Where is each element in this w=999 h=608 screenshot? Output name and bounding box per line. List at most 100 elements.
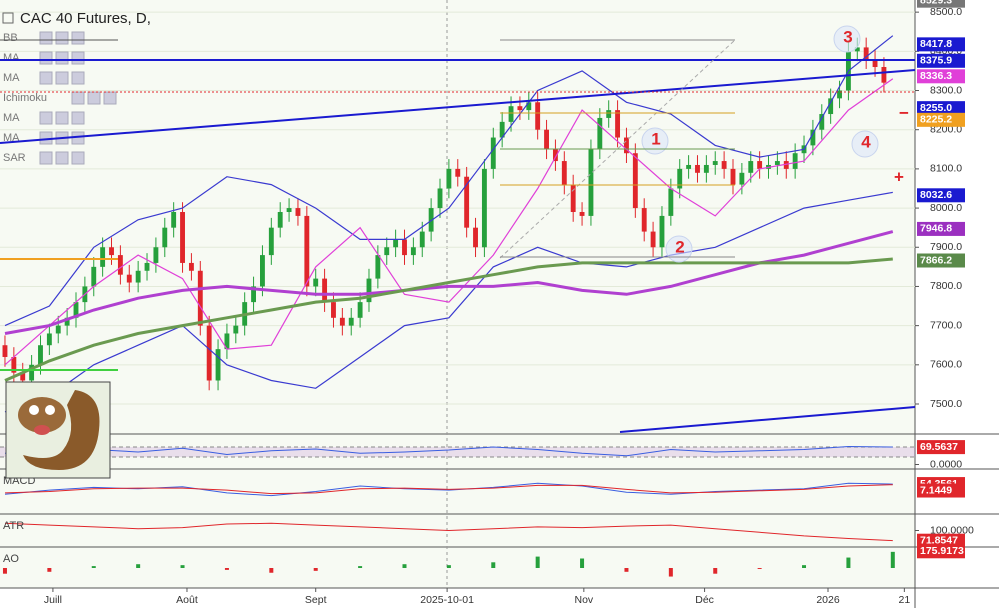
candle-body [748,161,754,173]
annotation: − [899,103,909,122]
price-tag [917,544,965,559]
bar [224,568,229,570]
candle-body [126,274,132,283]
candle-body [606,110,612,118]
indicator-icon [55,71,69,85]
candle-body [197,270,203,326]
candle-body [473,227,478,248]
candle-body [313,278,319,287]
price-tag-label: 8529.3 [920,0,952,6]
x-tick-label: 2026 [816,594,840,606]
price-tag [917,188,965,203]
y-tick-label: 7800.0 [930,280,962,292]
annotation: 1 [651,129,660,148]
candle-body [304,215,310,287]
indicator-line [4,78,894,366]
candle-body [64,317,70,326]
indicator-icon [55,31,69,45]
candle-body [792,153,798,169]
candle-body [481,168,487,248]
y-tick-label: 100.0000 [930,524,974,536]
candle-body [393,239,399,248]
candle-body [570,184,576,212]
indicator-icon [55,51,69,65]
indicator-icon [103,91,117,105]
candle-body [721,161,727,169]
candle-body [260,255,265,287]
logo-shape [18,397,66,433]
annotation: 4 [861,132,871,151]
candle-body [686,164,692,169]
bar [491,562,496,568]
candle-body [20,372,26,381]
candle-body [277,211,283,228]
candle-body [544,129,549,150]
candle-body [597,117,603,150]
indicator-line [4,257,893,382]
logo-shape [34,425,50,435]
x-tick-label: Sept [305,594,327,606]
candle-body [703,164,709,173]
y-tick-label: 7600.0 [930,359,962,371]
candle-body [615,110,621,138]
candle-body [819,114,825,130]
candle-body [29,364,35,381]
bar [47,568,52,572]
price-tag [917,440,965,455]
panel-title: AO [3,553,19,565]
bar [358,566,363,568]
candle-body [624,137,629,154]
series-line [4,522,893,542]
candle-body [499,121,505,138]
indicator-label: MA [3,52,20,64]
candle-body [464,176,470,228]
price-tag-label: 8225.2 [920,114,952,126]
candle-body [375,255,381,279]
drawings [0,39,916,433]
candle-body [322,278,328,303]
price-tag [917,0,965,8]
price-tag [917,483,965,498]
price-tag-label: 8417.8 [920,38,952,50]
indicator-icon [39,51,53,65]
bar [802,565,807,568]
candle-body [410,247,416,256]
annotation-circle [665,235,693,263]
candle-body [854,47,860,52]
annotation-circle [833,25,861,53]
price-tag [917,253,965,268]
candle-body [171,211,177,228]
candle-body [357,302,363,318]
price-tag-label: 175.9173 [920,545,964,557]
price-tag [917,112,965,127]
candle-body [2,345,8,357]
candle-body [419,231,425,248]
indicator-icon [39,111,53,125]
bar [313,568,318,571]
logo-shape [29,405,39,415]
price-tag [917,37,965,52]
bar [713,568,718,574]
indicator-label: BB [3,32,18,44]
candle-body [233,325,239,334]
price-tag-label: 71.8547 [920,534,958,546]
trend-line [619,406,916,433]
candle-body [517,106,523,111]
indicator-label: SAR [3,152,26,164]
indicator-label: MA [3,72,20,84]
trend-line [0,69,916,144]
y-tick-label: 8500.0 [930,6,962,18]
price-tag-label: 7946.8 [920,223,952,235]
candle-body [508,106,514,122]
annotation: + [894,167,904,186]
candle-body [384,247,390,256]
indicator-icon [55,111,69,125]
y-tick-label: 0.0000 [930,458,962,470]
candle-body [579,211,585,216]
candle-body [286,208,292,212]
candle-body [455,168,461,177]
indicator-icon [55,151,69,165]
candle-body [739,172,745,185]
bar [269,568,274,573]
